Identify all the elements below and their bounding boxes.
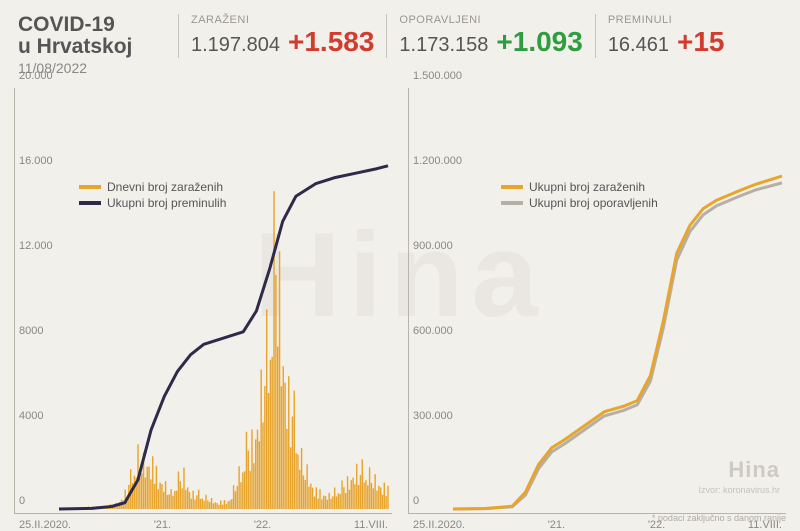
y-tick: 0 [413,495,419,507]
legend-label: Ukupni broj oporavljenih [529,196,658,210]
stat-block: ZARAŽENI 1.197.804 +1.583 [178,14,386,58]
x-tick: 25.II.2020. [19,519,71,531]
stat-total: 1.173.158 [399,34,488,57]
legend-right: Ukupni broj zaraženih Ukupni broj oporav… [501,176,658,214]
legend-swatch [501,185,523,189]
x-tick: 11.VIII. [354,519,388,531]
y-tick: 300.000 [413,410,453,422]
legend-row: Ukupni broj zaraženih [501,180,658,194]
watermark-source: Izvor: koronavirus.hr [698,485,780,495]
legend-row: Ukupni broj preminulih [79,196,226,210]
legend-label: Ukupni broj preminulih [107,196,226,210]
charts-row: 04000800012.00016.00020.000 Dnevni broj … [0,84,800,524]
y-tick: 8000 [19,325,43,337]
x-tick: '21. [154,519,171,531]
footnote: * podaci zaključno s danom ranije [652,513,786,523]
x-tick: 25.II.2020. [413,519,465,531]
title-line2: u Hrvatskoj [18,36,178,58]
x-tick: '22. [254,519,271,531]
stat-label: PREMINULI [608,14,725,26]
y-tick: 4000 [19,410,43,422]
stat-label: ZARAŽENI [191,14,374,26]
stat-block: OPORAVLJENI 1.173.158 +1.093 [386,14,594,58]
y-tick: 600.000 [413,325,453,337]
stat-total: 16.461 [608,34,669,57]
legend-swatch [501,201,523,205]
chart-left: 04000800012.00016.00020.000 Dnevni broj … [14,88,392,514]
chart-right: 0300.000600.000900.0001.200.0001.500.000… [408,88,786,514]
stat-total: 1.197.804 [191,34,280,57]
legend-label: Dnevni broj zaraženih [107,180,223,194]
title-block: COVID-19 u Hrvatskoj 11/08/2022 [18,14,178,76]
legend-label: Ukupni broj zaraženih [529,180,645,194]
stat-block: PREMINULI 16.461 +15 [595,14,737,58]
stats-row: ZARAŽENI 1.197.804 +1.583 OPORAVLJENI 1.… [178,14,782,58]
legend-row: Ukupni broj oporavljenih [501,196,658,210]
watermark-logo: Hina [728,457,780,483]
title-line1: COVID-19 [18,14,178,36]
y-tick: 12.000 [19,240,53,252]
x-tick: '21. [548,519,565,531]
y-tick: 900.000 [413,240,453,252]
legend-left: Dnevni broj zaraženih Ukupni broj premin… [79,176,226,214]
y-tick: 20.000 [19,70,53,82]
stat-delta: +1.583 [288,26,374,58]
y-tick: 1.500.000 [413,70,462,82]
legend-row: Dnevni broj zaraženih [79,180,226,194]
header: COVID-19 u Hrvatskoj 11/08/2022 ZARAŽENI… [0,0,800,84]
y-tick: 16.000 [19,155,53,167]
stat-delta: +1.093 [496,26,582,58]
legend-swatch [79,185,101,189]
stat-label: OPORAVLJENI [399,14,582,26]
stat-delta: +15 [677,26,725,58]
legend-swatch [79,201,101,205]
y-tick: 0 [19,495,25,507]
